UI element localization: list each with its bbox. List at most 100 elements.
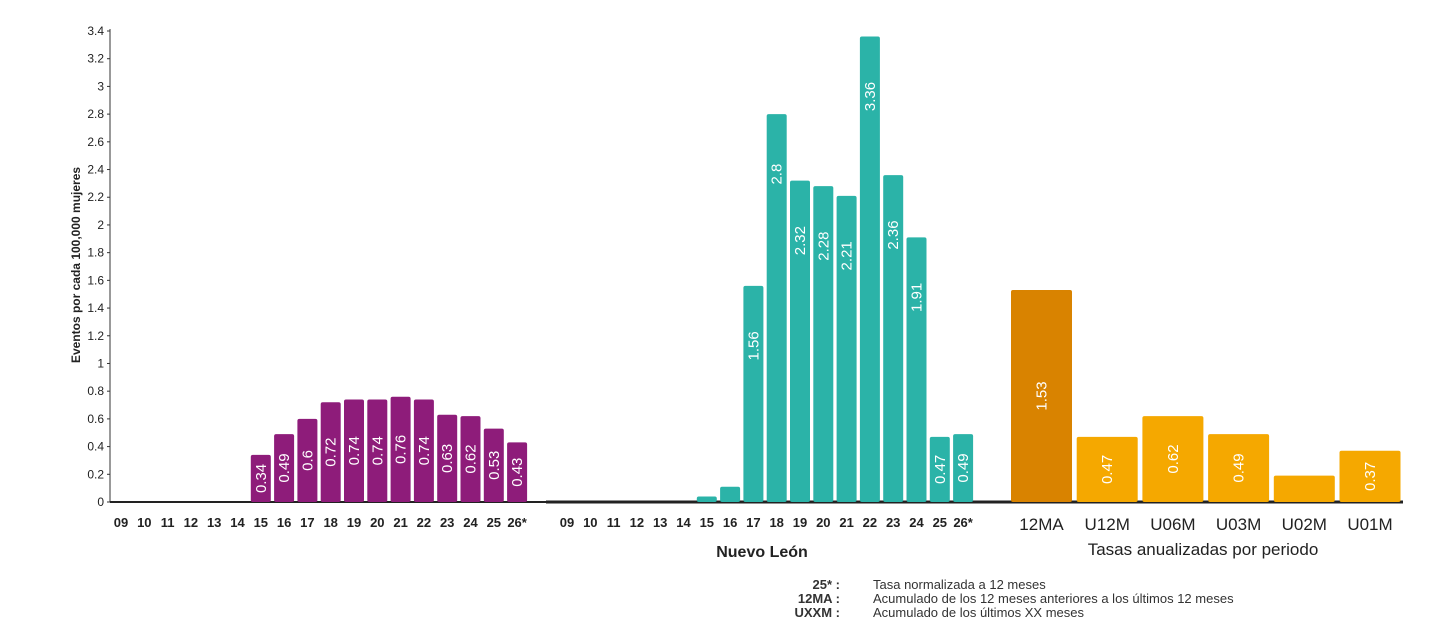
data-label: 0.47 (1099, 455, 1116, 484)
data-label: 0.74 (369, 436, 386, 465)
bar (696, 496, 717, 502)
data-label: 0 (210, 486, 218, 503)
data-label: 0.04 (692, 481, 721, 498)
y-tick-label: 3.4 (87, 24, 104, 38)
x-tick-label: 13 (653, 515, 667, 530)
y-tick-label: 2.4 (87, 163, 104, 177)
x-tick-label: 10 (583, 515, 597, 530)
x-tick-label: 22 (417, 515, 431, 530)
data-label: 0.74 (416, 436, 433, 465)
y-tick-label: 2.2 (87, 190, 104, 204)
x-tick-label: 19 (347, 515, 361, 530)
bar (836, 195, 857, 502)
data-label: 0 (563, 486, 571, 503)
data-label: 0.43 (509, 458, 526, 487)
bar (743, 285, 764, 502)
data-label: 2.32 (792, 226, 809, 255)
footnote-key: 12MA : (798, 591, 840, 606)
data-label: 0.63 (439, 444, 456, 473)
y-tick-label: 1 (97, 356, 104, 370)
y-tick-label: 1.8 (87, 246, 104, 260)
bar (250, 454, 271, 502)
footnote-text: Acumulado de los 12 meses anteriores a l… (873, 591, 1234, 606)
x-tick-label: 17 (746, 515, 760, 530)
bar (720, 486, 741, 502)
x-tick-label: 14 (676, 515, 691, 530)
data-label: 2.8 (769, 164, 786, 185)
x-tick-label: U01M (1347, 515, 1392, 534)
data-label: 0.74 (346, 436, 363, 465)
bar (790, 180, 810, 503)
y-tick-label: 0.2 (87, 467, 104, 481)
bar (766, 114, 787, 502)
x-tick-label: 12 (184, 515, 198, 530)
y-tick-label: 0.8 (87, 384, 104, 398)
data-label: 0.37 (1362, 462, 1379, 491)
x-tick-label: 17 (300, 515, 314, 530)
x-tick-label: U12M (1085, 515, 1130, 534)
y-tick-label: 2.8 (87, 107, 104, 121)
bar (1208, 434, 1270, 502)
bar (460, 416, 481, 502)
bar (1339, 450, 1401, 502)
y-tick-label: 2.6 (87, 135, 104, 149)
x-tick-label: 18 (323, 515, 337, 530)
x-tick-label: 25 (487, 515, 501, 530)
x-tick-label: 11 (161, 515, 175, 530)
data-label: 0 (656, 486, 664, 503)
bar (953, 434, 974, 502)
data-label: 0 (140, 486, 148, 503)
data-label: 0.49 (1231, 453, 1248, 482)
x-tick-label: 23 (440, 515, 454, 530)
data-label: 0.49 (955, 453, 972, 482)
group-label: Tasas anualizadas por periodo (1088, 540, 1319, 559)
x-tick-label: 10 (137, 515, 151, 530)
x-tick-label: 09 (114, 515, 128, 530)
data-label: 0.53 (486, 451, 503, 480)
data-label: 0.34 (253, 464, 270, 493)
x-tick-label: 25 (933, 515, 947, 530)
bar (274, 434, 295, 502)
x-tick-label: 20 (816, 515, 830, 530)
x-tick-label: 12 (630, 515, 644, 530)
x-tick-label: 19 (793, 515, 807, 530)
data-label: 0.19 (1290, 461, 1319, 478)
bar (437, 414, 458, 502)
x-tick-label: 21 (839, 515, 853, 530)
bar (1011, 290, 1072, 502)
bar (883, 175, 904, 502)
x-tick-label: 20 (370, 515, 384, 530)
x-tick-label: 11 (607, 515, 621, 530)
x-tick-label: 23 (886, 515, 900, 530)
data-label: 1.56 (745, 331, 762, 360)
y-axis-label: Eventos por cada 100,000 mujeres (69, 167, 83, 363)
x-tick-label: 16 (723, 515, 737, 530)
bar (320, 402, 341, 502)
x-tick-label: 21 (393, 515, 407, 530)
x-tick-label: 18 (769, 515, 783, 530)
y-tick-label: 0.6 (87, 412, 104, 426)
group-label: Nuevo León (716, 544, 808, 561)
y-tick-label: 1.6 (87, 273, 104, 287)
x-tick-label: U03M (1216, 515, 1261, 534)
x-tick-label: 26* (953, 515, 973, 530)
y-tick-label: 0 (97, 495, 104, 509)
bar (297, 418, 318, 502)
footnote-key: 25* : (813, 577, 840, 592)
bar (483, 428, 504, 502)
data-label: 0.72 (323, 438, 340, 467)
bar (929, 436, 950, 502)
footnote-text: Tasa normalizada a 12 meses (873, 577, 1046, 592)
x-tick-label: 22 (863, 515, 877, 530)
data-label: 0 (586, 486, 594, 503)
x-tick-label: 24 (909, 515, 924, 530)
bar (390, 396, 411, 502)
x-tick-label: 15 (254, 515, 268, 530)
data-label: 2.21 (839, 241, 856, 270)
x-tick-label: U06M (1150, 515, 1195, 534)
footnote-text: Acumulado de los últimos XX meses (873, 605, 1084, 620)
y-tick-label: 1.2 (87, 329, 104, 343)
x-tick-label: 09 (560, 515, 574, 530)
